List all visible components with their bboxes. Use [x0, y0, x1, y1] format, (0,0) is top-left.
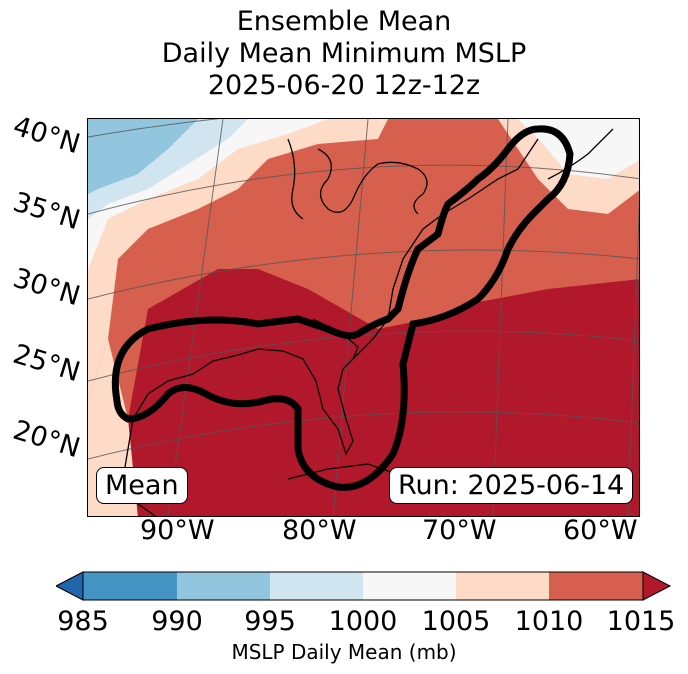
mean-label-box: Mean: [96, 467, 188, 504]
colorbar-tick-1015: 1015: [606, 606, 676, 637]
colorbar-extend-low: [56, 571, 84, 601]
colorbar-frame: [82, 571, 644, 601]
highlight-contour: [111, 125, 574, 491]
lat-label-40: 40°N: [9, 110, 84, 161]
lat-label-25: 25°N: [9, 338, 84, 389]
colorbar-segment-1000-1005: [363, 572, 456, 600]
lon-label-70: 70°W: [422, 515, 497, 546]
title-line-2: Daily Mean Minimum MSLP: [161, 38, 527, 69]
lat-label-30: 30°N: [9, 262, 84, 313]
colorbar-segment-1010-1015: [549, 572, 643, 600]
colorbar-tick-990: 990: [151, 606, 203, 637]
lat-label-20: 20°N: [9, 414, 84, 465]
colorbar-tick-995: 995: [244, 606, 296, 637]
map-svg: [88, 119, 639, 516]
colorbar-segment-990-995: [177, 572, 270, 600]
field-985-990: [88, 119, 198, 194]
lat-label-35: 35°N: [9, 186, 84, 237]
colorbar-segment-1005-1010: [456, 572, 549, 600]
run-label-box: Run: 2025-06-14: [389, 467, 634, 504]
colorbar-tick-985: 985: [57, 606, 109, 637]
colorbar-tick-1010: 1010: [514, 606, 584, 637]
colorbar-segment-985-990: [83, 572, 177, 600]
lon-label-90: 90°W: [140, 515, 215, 546]
lon-label-60: 60°W: [563, 515, 638, 546]
colorbar-tick-1005: 1005: [421, 606, 491, 637]
title-line-1: Ensemble Mean: [236, 6, 452, 37]
colorbar-segment-995-1000: [270, 572, 363, 600]
colorbar: [56, 571, 672, 601]
colorbar-tick-1000: 1000: [328, 606, 398, 637]
colorbar-label: MSLP Daily Mean (mb): [231, 640, 457, 664]
map-panel: [87, 118, 640, 517]
colorbar-extend-high: [642, 571, 672, 601]
title-line-3: 2025-06-20 12z-12z: [207, 70, 481, 101]
lon-label-80: 80°W: [282, 515, 357, 546]
